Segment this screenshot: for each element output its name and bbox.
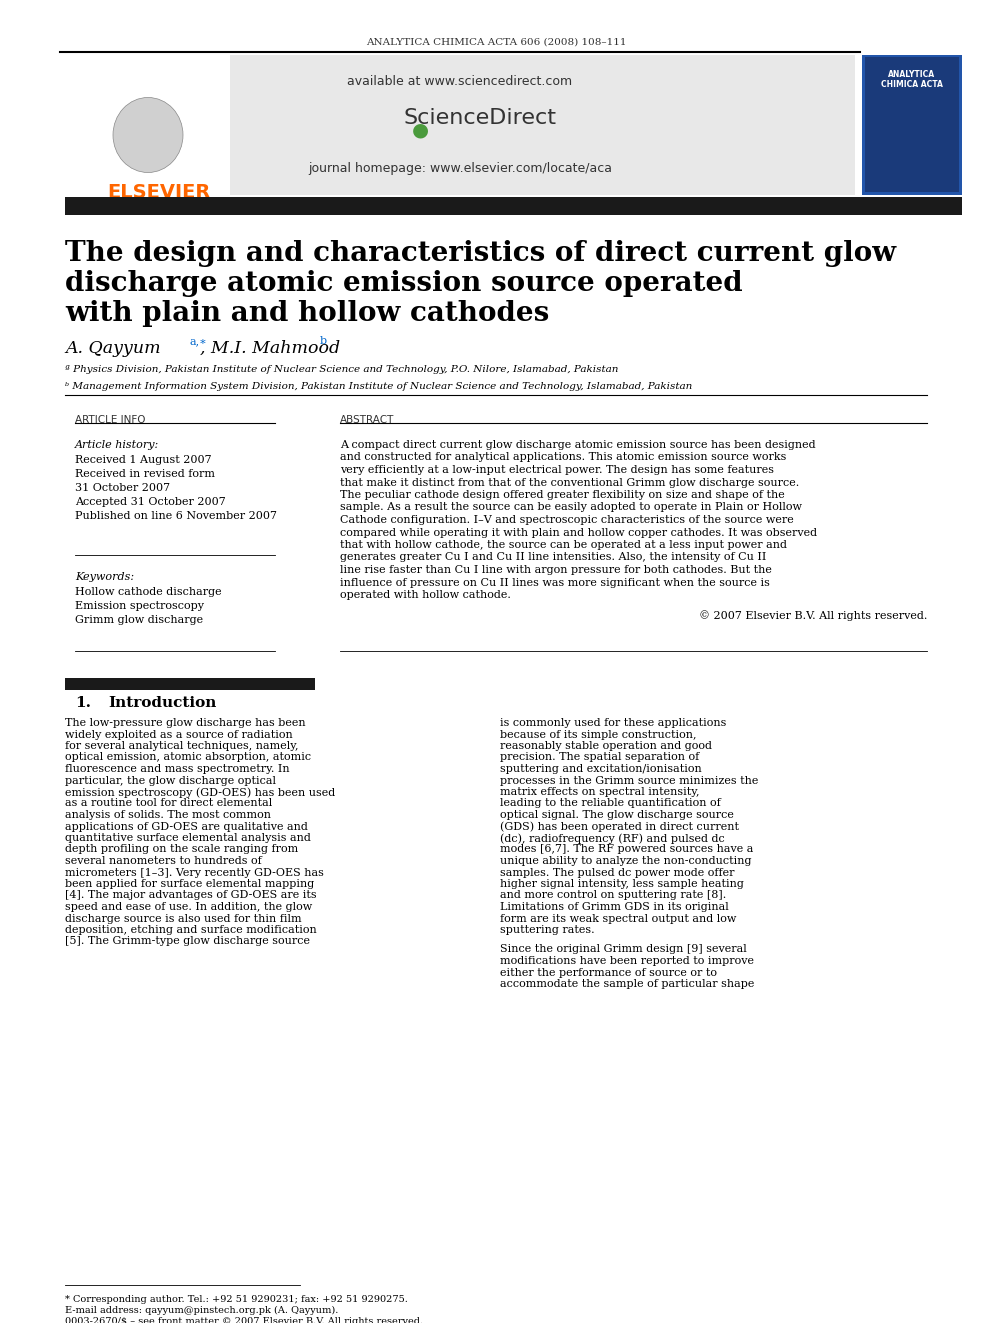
FancyBboxPatch shape xyxy=(65,56,855,194)
Text: Published on line 6 November 2007: Published on line 6 November 2007 xyxy=(75,511,277,521)
Ellipse shape xyxy=(113,98,183,172)
Text: Accepted 31 October 2007: Accepted 31 October 2007 xyxy=(75,497,226,507)
Text: ª Physics Division, Pakistan Institute of Nuclear Science and Technology, P.O. N: ª Physics Division, Pakistan Institute o… xyxy=(65,365,618,374)
Text: unique ability to analyze the non-conducting: unique ability to analyze the non-conduc… xyxy=(500,856,752,867)
Text: 0003-2670/$ – see front matter © 2007 Elsevier B.V. All rights reserved.: 0003-2670/$ – see front matter © 2007 El… xyxy=(65,1316,424,1323)
Text: micrometers [1–3]. Very recently GD-OES has: micrometers [1–3]. Very recently GD-OES … xyxy=(65,868,323,877)
FancyBboxPatch shape xyxy=(862,56,962,194)
Text: matrix effects on spectral intensity,: matrix effects on spectral intensity, xyxy=(500,787,699,796)
Text: widely exploited as a source of radiation: widely exploited as a source of radiatio… xyxy=(65,729,293,740)
Text: optical emission, atomic absorption, atomic: optical emission, atomic absorption, ato… xyxy=(65,753,311,762)
FancyBboxPatch shape xyxy=(865,57,959,192)
Text: applications of GD-OES are qualitative and: applications of GD-OES are qualitative a… xyxy=(65,822,308,831)
Text: accommodate the sample of particular shape: accommodate the sample of particular sha… xyxy=(500,979,754,990)
Text: as a routine tool for direct elemental: as a routine tool for direct elemental xyxy=(65,799,272,808)
Text: Introduction: Introduction xyxy=(108,696,216,710)
Text: Limitations of Grimm GDS in its original: Limitations of Grimm GDS in its original xyxy=(500,902,729,912)
Text: Emission spectroscopy: Emission spectroscopy xyxy=(75,601,204,611)
Text: ABSTRACT: ABSTRACT xyxy=(340,415,395,425)
Text: (GDS) has been operated in direct current: (GDS) has been operated in direct curren… xyxy=(500,822,739,832)
Text: that make it distinct from that of the conventional Grimm glow discharge source.: that make it distinct from that of the c… xyxy=(340,478,800,487)
Text: and constructed for analytical applications. This atomic emission source works: and constructed for analytical applicati… xyxy=(340,452,787,463)
Text: with plain and hollow cathodes: with plain and hollow cathodes xyxy=(65,300,550,327)
Text: deposition, etching and surface modification: deposition, etching and surface modifica… xyxy=(65,925,316,935)
Text: leading to the reliable quantification of: leading to the reliable quantification o… xyxy=(500,799,721,808)
Text: samples. The pulsed dc power mode offer: samples. The pulsed dc power mode offer xyxy=(500,868,734,877)
Text: operated with hollow cathode.: operated with hollow cathode. xyxy=(340,590,511,601)
Text: Hollow cathode discharge: Hollow cathode discharge xyxy=(75,587,221,597)
Text: ARTICLE INFO: ARTICLE INFO xyxy=(75,415,146,425)
Text: ScienceDirect: ScienceDirect xyxy=(404,108,557,128)
Text: optical signal. The glow discharge source: optical signal. The glow discharge sourc… xyxy=(500,810,734,820)
Text: Grimm glow discharge: Grimm glow discharge xyxy=(75,615,203,624)
Text: speed and ease of use. In addition, the glow: speed and ease of use. In addition, the … xyxy=(65,902,312,912)
Text: and more control on sputtering rate [8].: and more control on sputtering rate [8]. xyxy=(500,890,726,901)
FancyBboxPatch shape xyxy=(65,677,315,691)
Text: compared while operating it with plain and hollow copper cathodes. It was observ: compared while operating it with plain a… xyxy=(340,528,817,537)
Text: ᵇ Management Information System Division, Pakistan Institute of Nuclear Science : ᵇ Management Information System Division… xyxy=(65,382,692,392)
Text: discharge atomic emission source operated: discharge atomic emission source operate… xyxy=(65,270,743,296)
Text: Cathode configuration. I–V and spectroscopic characteristics of the source were: Cathode configuration. I–V and spectrosc… xyxy=(340,515,794,525)
Text: reasonably stable operation and good: reasonably stable operation and good xyxy=(500,741,712,751)
Text: emission spectroscopy (GD-OES) has been used: emission spectroscopy (GD-OES) has been … xyxy=(65,787,335,798)
Text: that with hollow cathode, the source can be operated at a less input power and: that with hollow cathode, the source can… xyxy=(340,540,787,550)
Text: ELSEVIER: ELSEVIER xyxy=(107,183,210,202)
Text: Keywords:: Keywords: xyxy=(75,572,134,582)
Text: journal homepage: www.elsevier.com/locate/aca: journal homepage: www.elsevier.com/locat… xyxy=(308,161,612,175)
Text: , M.I. Mahmood: , M.I. Mahmood xyxy=(200,340,340,357)
Text: ●: ● xyxy=(412,120,429,139)
Text: ANALYTICA CHIMICA ACTA 606 (2008) 108–111: ANALYTICA CHIMICA ACTA 606 (2008) 108–11… xyxy=(366,38,626,48)
Text: fluorescence and mass spectrometry. In: fluorescence and mass spectrometry. In xyxy=(65,763,290,774)
Text: E-mail address: qayyum@pinstech.org.pk (A. Qayyum).: E-mail address: qayyum@pinstech.org.pk (… xyxy=(65,1306,338,1315)
Text: [5]. The Grimm-type glow discharge source: [5]. The Grimm-type glow discharge sourc… xyxy=(65,937,310,946)
Text: very efficiently at a low-input electrical power. The design has some features: very efficiently at a low-input electric… xyxy=(340,464,774,475)
FancyBboxPatch shape xyxy=(65,56,230,194)
Text: form are its weak spectral output and low: form are its weak spectral output and lo… xyxy=(500,913,736,923)
Text: Received in revised form: Received in revised form xyxy=(75,468,215,479)
Text: influence of pressure on Cu II lines was more significant when the source is: influence of pressure on Cu II lines was… xyxy=(340,578,770,587)
Text: Since the original Grimm design [9] several: Since the original Grimm design [9] seve… xyxy=(500,945,747,954)
Text: quantitative surface elemental analysis and: quantitative surface elemental analysis … xyxy=(65,833,310,843)
Text: several nanometers to hundreds of: several nanometers to hundreds of xyxy=(65,856,262,867)
Text: 1.: 1. xyxy=(75,696,91,710)
Text: * Corresponding author. Tel.: +92 51 9290231; fax: +92 51 9290275.: * Corresponding author. Tel.: +92 51 929… xyxy=(65,1295,408,1304)
Text: A. Qayyum: A. Qayyum xyxy=(65,340,161,357)
Text: higher signal intensity, less sample heating: higher signal intensity, less sample hea… xyxy=(500,878,744,889)
Text: (dc), radiofrequency (RF) and pulsed dc: (dc), radiofrequency (RF) and pulsed dc xyxy=(500,833,725,844)
Text: 31 October 2007: 31 October 2007 xyxy=(75,483,170,493)
Text: because of its simple construction,: because of its simple construction, xyxy=(500,729,696,740)
Text: sputtering rates.: sputtering rates. xyxy=(500,925,594,935)
Text: for several analytical techniques, namely,: for several analytical techniques, namel… xyxy=(65,741,299,751)
Text: © 2007 Elsevier B.V. All rights reserved.: © 2007 Elsevier B.V. All rights reserved… xyxy=(698,610,927,622)
FancyBboxPatch shape xyxy=(65,197,962,216)
Text: available at www.sciencedirect.com: available at www.sciencedirect.com xyxy=(347,75,572,89)
Text: modifications have been reported to improve: modifications have been reported to impr… xyxy=(500,957,754,966)
Text: precision. The spatial separation of: precision. The spatial separation of xyxy=(500,753,699,762)
Text: [4]. The major advantages of GD-OES are its: [4]. The major advantages of GD-OES are … xyxy=(65,890,316,901)
Text: The peculiar cathode design offered greater flexibility on size and shape of the: The peculiar cathode design offered grea… xyxy=(340,490,785,500)
Text: line rise faster than Cu I line with argon pressure for both cathodes. But the: line rise faster than Cu I line with arg… xyxy=(340,565,772,576)
Text: The design and characteristics of direct current glow: The design and characteristics of direct… xyxy=(65,239,896,267)
Text: is commonly used for these applications: is commonly used for these applications xyxy=(500,718,726,728)
Text: depth profiling on the scale ranging from: depth profiling on the scale ranging fro… xyxy=(65,844,299,855)
Text: Article history:: Article history: xyxy=(75,441,160,450)
Text: particular, the glow discharge optical: particular, the glow discharge optical xyxy=(65,775,276,786)
Text: been applied for surface elemental mapping: been applied for surface elemental mappi… xyxy=(65,878,314,889)
Text: sample. As a result the source can be easily adopted to operate in Plain or Holl: sample. As a result the source can be ea… xyxy=(340,503,802,512)
Text: ANALYTICA
CHIMICA ACTA: ANALYTICA CHIMICA ACTA xyxy=(881,70,943,90)
Text: sputtering and excitation/ionisation: sputtering and excitation/ionisation xyxy=(500,763,701,774)
Text: A compact direct current glow discharge atomic emission source has been designed: A compact direct current glow discharge … xyxy=(340,441,815,450)
Text: discharge source is also used for thin film: discharge source is also used for thin f… xyxy=(65,913,302,923)
Text: b: b xyxy=(320,336,327,347)
Text: The low-pressure glow discharge has been: The low-pressure glow discharge has been xyxy=(65,718,306,728)
Text: analysis of solids. The most common: analysis of solids. The most common xyxy=(65,810,271,820)
Text: generates greater Cu I and Cu II line intensities. Also, the intensity of Cu II: generates greater Cu I and Cu II line in… xyxy=(340,553,767,562)
Text: processes in the Grimm source minimizes the: processes in the Grimm source minimizes … xyxy=(500,775,758,786)
Text: modes [6,7]. The RF powered sources have a: modes [6,7]. The RF powered sources have… xyxy=(500,844,753,855)
Text: a,∗: a,∗ xyxy=(190,336,207,347)
Text: Received 1 August 2007: Received 1 August 2007 xyxy=(75,455,211,464)
Text: either the performance of source or to: either the performance of source or to xyxy=(500,967,717,978)
